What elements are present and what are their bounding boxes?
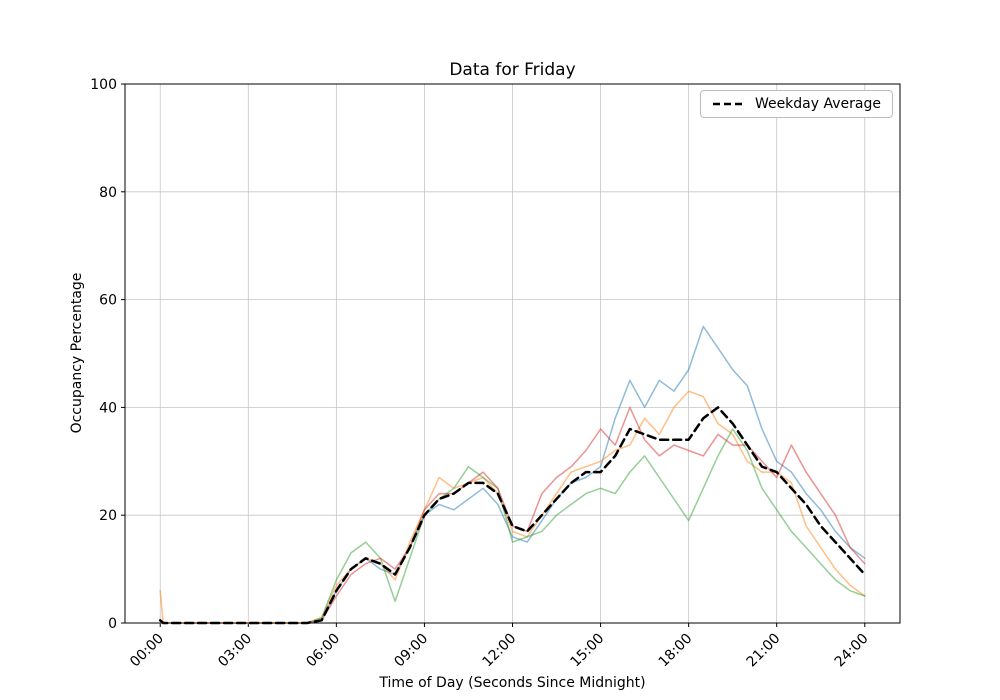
x-tick-label: 24:00 [832, 631, 872, 671]
dashed-line-icon [712, 102, 745, 106]
y-tick-label: 0 [108, 616, 117, 632]
legend-label: Weekday Average [754, 96, 881, 112]
x-axis-label: Time of Day (Seconds Since Midnight) [379, 675, 646, 691]
y-axis-label: Occupancy Percentage [69, 272, 85, 434]
y-tick-label: 60 [99, 293, 117, 309]
legend-box: Weekday Average [699, 90, 893, 118]
x-tick-label: 15:00 [568, 631, 608, 671]
x-tick-label: 18:00 [656, 631, 696, 671]
chart-title: Data for Friday [449, 60, 576, 80]
x-tick-label: 21:00 [744, 631, 784, 671]
x-tick-label: 12:00 [479, 631, 519, 671]
x-tick-label: 00:00 [127, 631, 167, 671]
y-tick-label: 80 [99, 185, 117, 201]
series-weekday-average [158, 406, 867, 625]
y-tick-label: 40 [99, 400, 117, 416]
x-tick-label: 06:00 [303, 631, 343, 671]
x-tick-label: 09:00 [391, 631, 431, 671]
y-tick-label: 100 [90, 77, 117, 93]
x-tick-label: 03:00 [215, 631, 255, 671]
y-tick-label: 20 [99, 508, 117, 524]
